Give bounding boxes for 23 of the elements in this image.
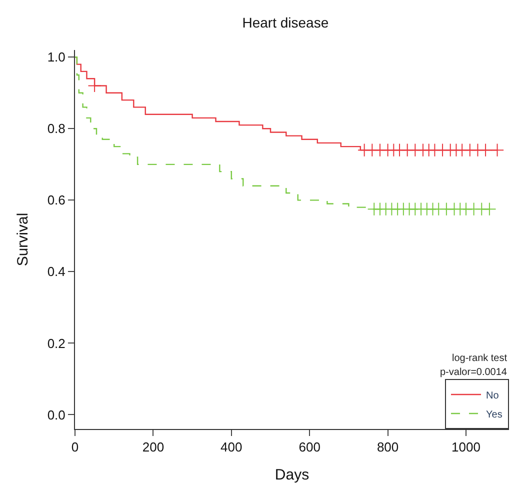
y-tick-label: 0.4 [47,264,66,280]
y-tick-label: 0.8 [47,121,66,136]
point [88,78,102,93]
chart-title: Heart disease [242,14,329,30]
x-tick-label: 600 [298,440,320,455]
annotation: p-valor=0.0014 [440,367,508,378]
annotation: log-rank test [452,353,508,364]
x-tick-label: 0 [71,440,79,455]
y-tick-label: 0.0 [47,407,66,422]
x-tick-label: 200 [142,440,164,455]
legend-label: Yes [486,409,502,420]
x-tick-label: 1000 [452,440,480,455]
point [478,143,492,157]
y-tick-label: 1.0 [47,50,66,65]
point [482,202,496,216]
point [490,143,504,157]
y-tick-label: 0.2 [47,336,66,351]
x-tick-label: 800 [376,440,399,455]
y-axis-title: Survival [14,212,32,266]
y-tick-label: 0.6 [47,192,66,208]
legend-label: No [486,390,500,402]
x-tick-label: 400 [220,440,242,455]
x-axis-title: Days [274,466,310,484]
